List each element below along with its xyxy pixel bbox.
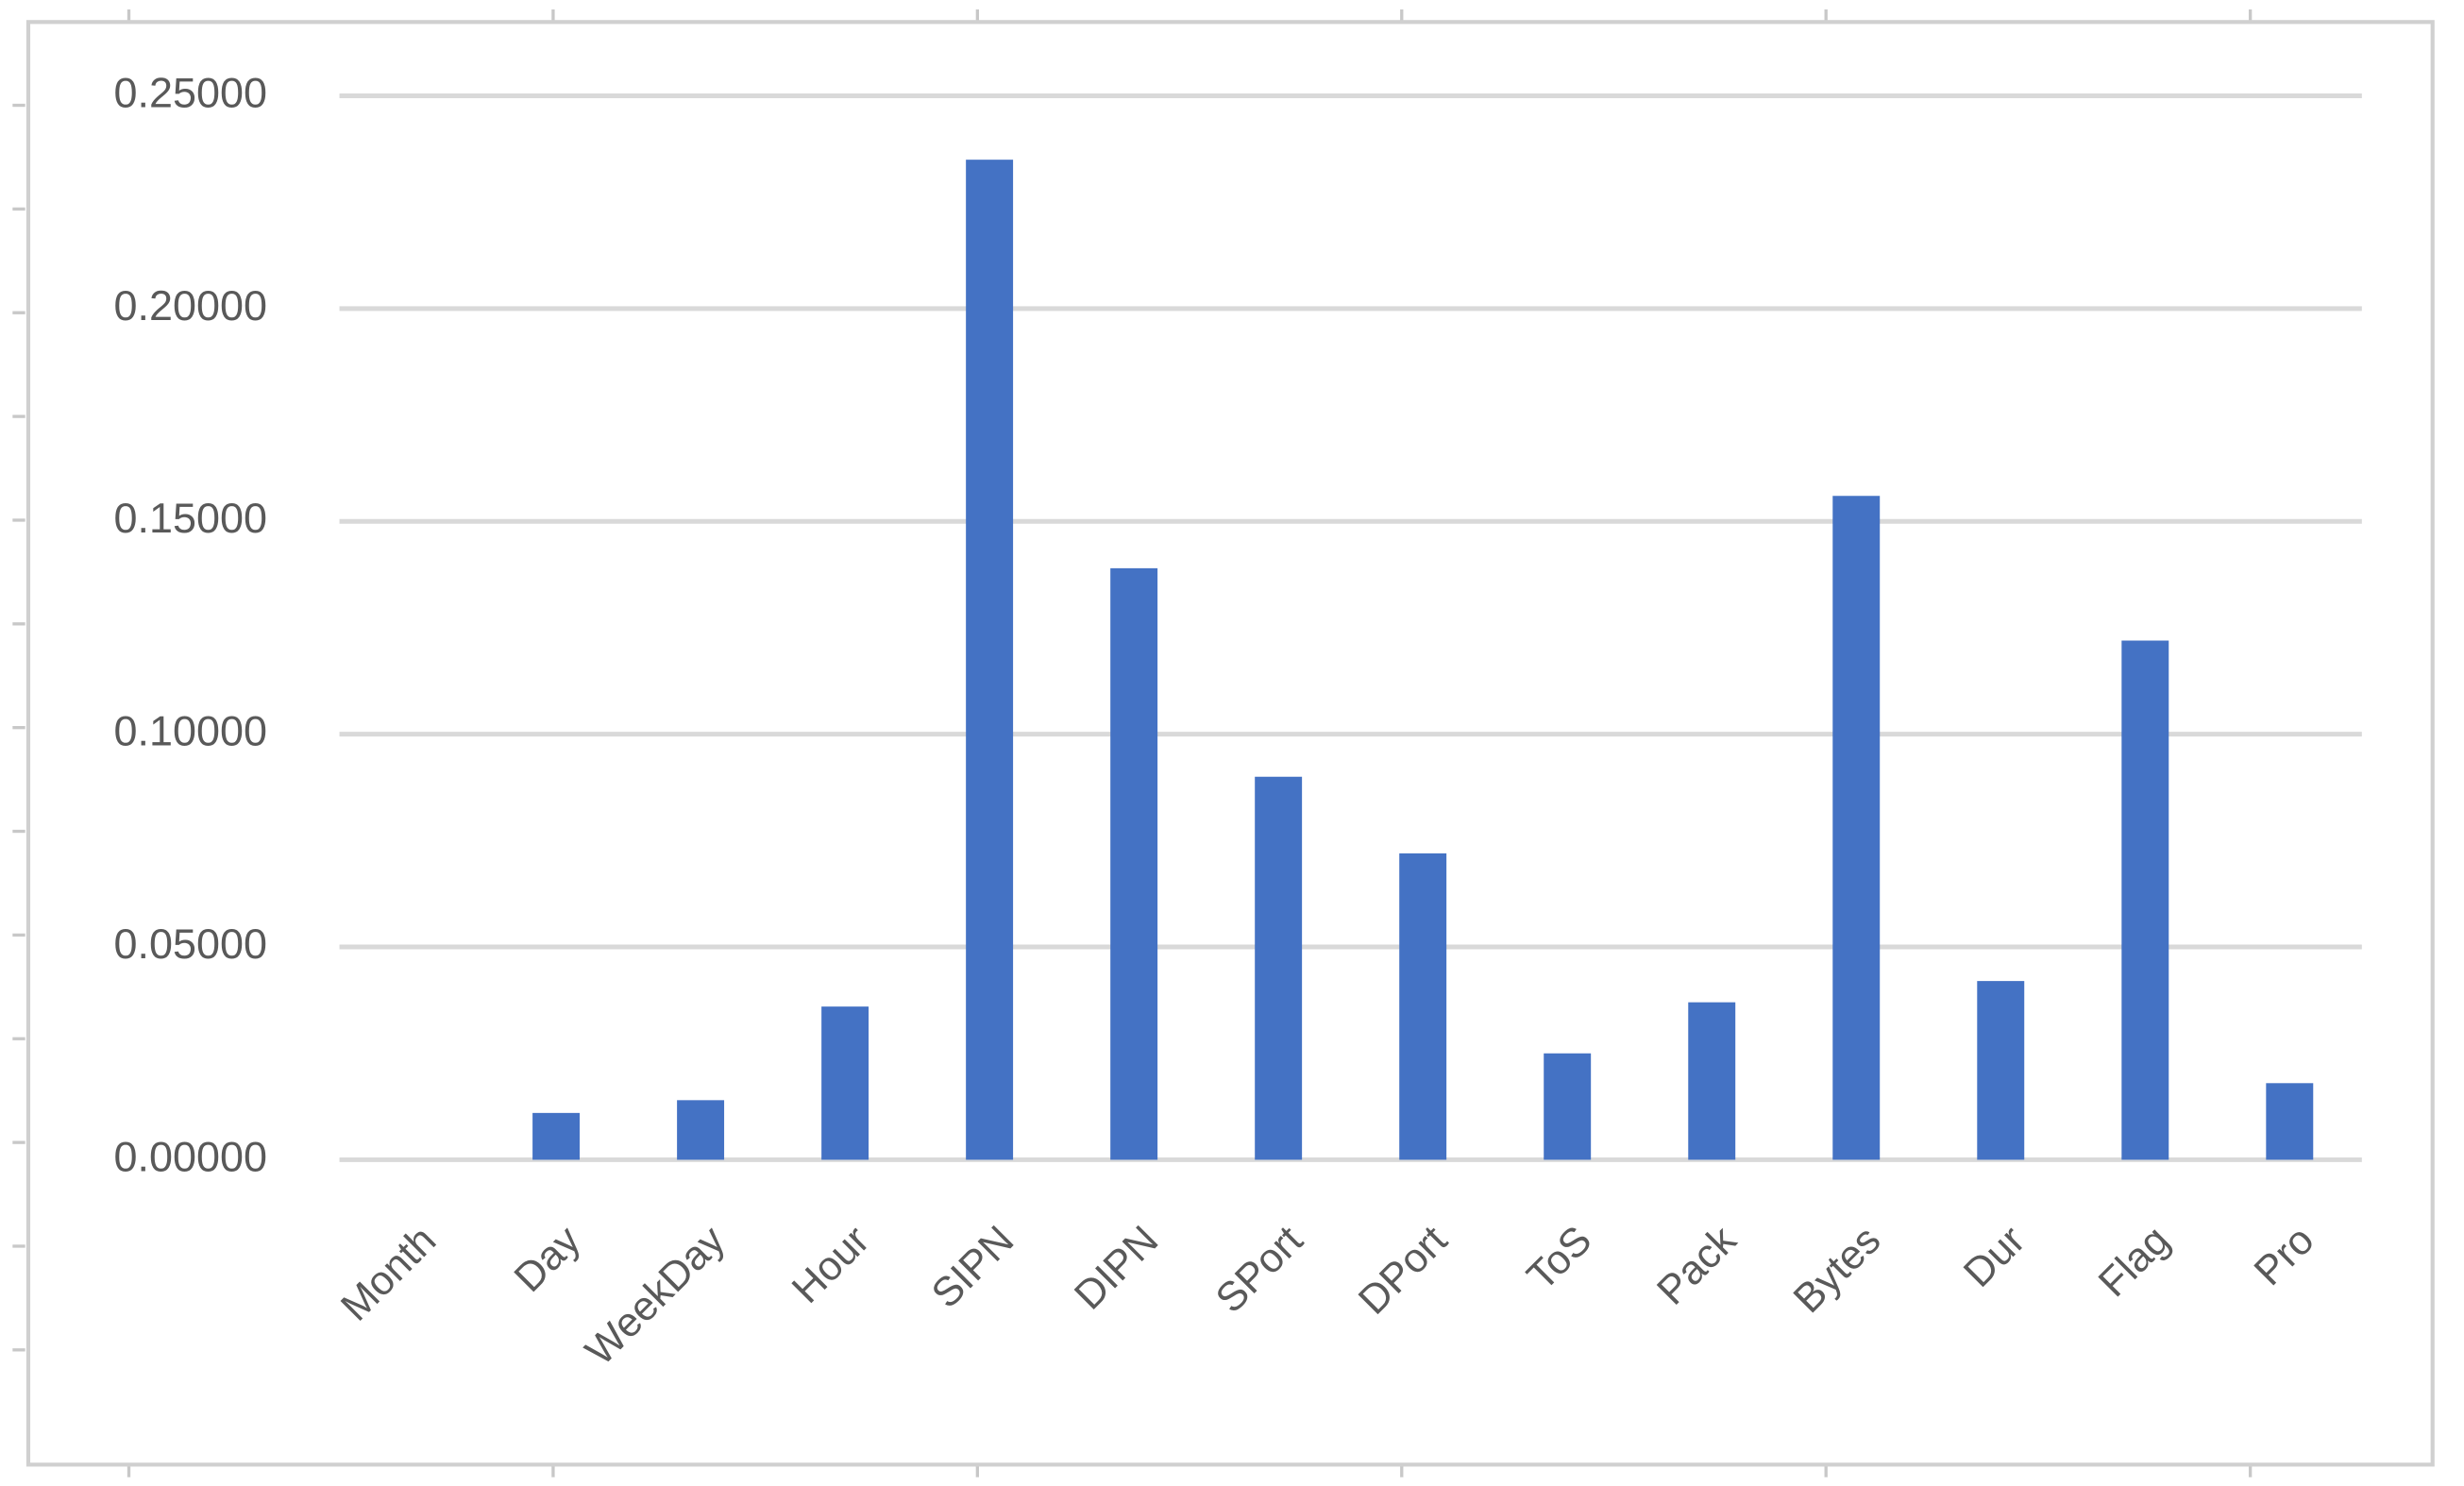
x-tick-label: Pack	[1648, 1217, 1745, 1313]
y-tick-label: 0.10000	[114, 707, 267, 755]
bar	[1832, 496, 1881, 1160]
frame-ticks	[12, 8, 2253, 1478]
bar	[1688, 1002, 1736, 1160]
x-tick-label: Hour	[784, 1218, 878, 1312]
y-tick-label: 0.25000	[114, 68, 267, 116]
x-tick-label: ToS	[1519, 1218, 1601, 1300]
bar	[1977, 981, 2025, 1160]
x-tick-label: SIPN	[923, 1218, 1022, 1317]
bar	[1110, 567, 1158, 1160]
x-tick-label: WeekDay	[577, 1217, 734, 1374]
x-tick-label: Day	[506, 1217, 590, 1301]
y-tick-label: 0.20000	[114, 281, 267, 329]
bar	[532, 1112, 581, 1160]
x-tick-label: Flag	[2090, 1218, 2178, 1306]
bar	[966, 160, 1014, 1160]
x-tick-label: Dur	[1955, 1218, 2034, 1296]
x-tick-label: Month	[332, 1218, 445, 1330]
bar	[821, 1006, 869, 1160]
y-tick-label: 0.00000	[114, 1132, 267, 1180]
x-tick-label: Bytes	[1785, 1218, 1889, 1322]
x-tick-label: Pro	[2246, 1218, 2323, 1295]
x-tick-label: DPort	[1350, 1218, 1456, 1324]
bar	[1399, 853, 1447, 1160]
bar	[2121, 640, 2169, 1160]
bar	[1255, 776, 1303, 1160]
y-tick-label: 0.05000	[114, 920, 267, 968]
x-tick-label: SPort	[1207, 1218, 1311, 1322]
chart-border	[25, 20, 2435, 1467]
bar	[1544, 1053, 1592, 1160]
y-tick-label: 0.15000	[114, 494, 267, 542]
x-tick-label: DIPN	[1066, 1218, 1167, 1319]
bar	[677, 1100, 725, 1160]
bar	[2266, 1083, 2314, 1160]
